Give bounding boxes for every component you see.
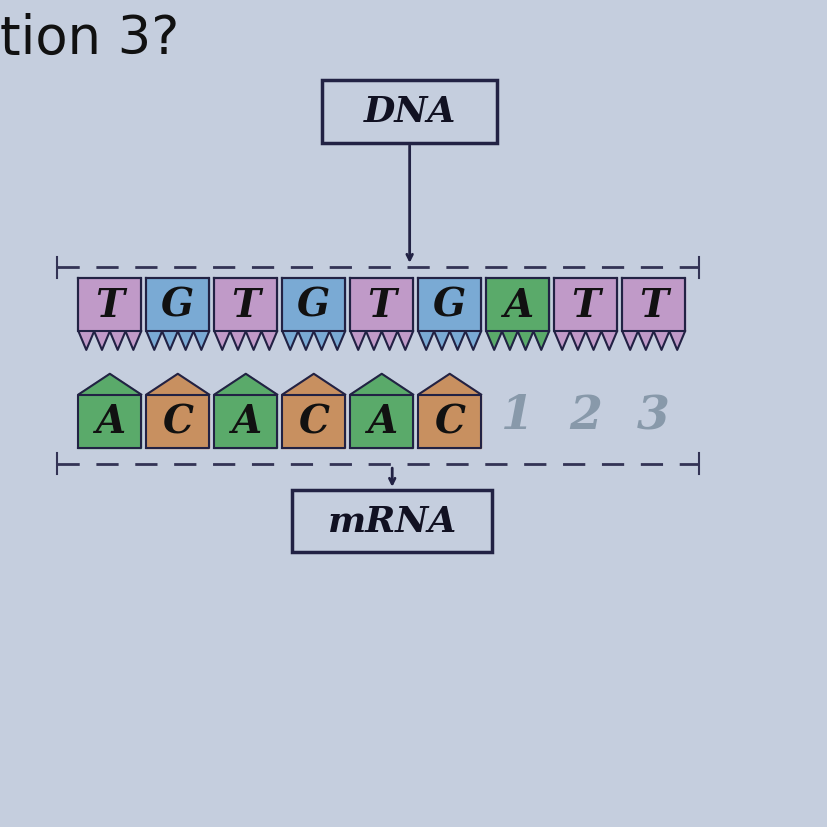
Text: C: C xyxy=(298,403,329,441)
Polygon shape xyxy=(350,395,413,448)
Polygon shape xyxy=(418,279,480,351)
Text: A: A xyxy=(366,403,396,441)
Polygon shape xyxy=(418,279,480,332)
Polygon shape xyxy=(146,395,209,448)
Polygon shape xyxy=(214,279,277,332)
Polygon shape xyxy=(214,395,277,448)
Polygon shape xyxy=(350,279,413,332)
Polygon shape xyxy=(485,279,548,332)
Text: mRNA: mRNA xyxy=(327,504,457,538)
Polygon shape xyxy=(622,279,684,332)
Text: 3: 3 xyxy=(637,393,669,438)
Text: tion 3?: tion 3? xyxy=(0,13,179,65)
Text: C: C xyxy=(162,403,193,441)
Polygon shape xyxy=(214,279,277,351)
Polygon shape xyxy=(79,375,141,395)
Polygon shape xyxy=(282,279,345,332)
Polygon shape xyxy=(553,279,616,332)
Polygon shape xyxy=(282,375,345,395)
Text: T: T xyxy=(95,286,124,324)
Polygon shape xyxy=(214,375,277,395)
Text: G: G xyxy=(161,286,194,324)
Polygon shape xyxy=(350,375,413,395)
Polygon shape xyxy=(622,279,684,351)
Text: A: A xyxy=(231,403,261,441)
Polygon shape xyxy=(485,279,548,351)
Polygon shape xyxy=(79,279,141,332)
Text: T: T xyxy=(571,286,600,324)
Text: T: T xyxy=(231,286,260,324)
Text: G: G xyxy=(297,286,330,324)
Polygon shape xyxy=(418,375,480,395)
Text: T: T xyxy=(638,286,667,324)
Polygon shape xyxy=(79,395,141,448)
Text: G: G xyxy=(433,286,466,324)
Polygon shape xyxy=(146,375,209,395)
Text: A: A xyxy=(94,403,125,441)
Text: T: T xyxy=(367,286,395,324)
Text: 2: 2 xyxy=(569,393,601,438)
Polygon shape xyxy=(146,279,209,332)
Text: DNA: DNA xyxy=(363,95,456,129)
FancyBboxPatch shape xyxy=(322,81,496,144)
Polygon shape xyxy=(553,279,616,351)
Polygon shape xyxy=(282,279,345,351)
Text: 1: 1 xyxy=(500,393,533,438)
Polygon shape xyxy=(79,279,141,351)
Polygon shape xyxy=(282,395,345,448)
Polygon shape xyxy=(146,279,209,351)
Polygon shape xyxy=(418,395,480,448)
Text: C: C xyxy=(433,403,465,441)
Polygon shape xyxy=(350,279,413,351)
Text: A: A xyxy=(502,286,532,324)
FancyBboxPatch shape xyxy=(292,490,492,552)
